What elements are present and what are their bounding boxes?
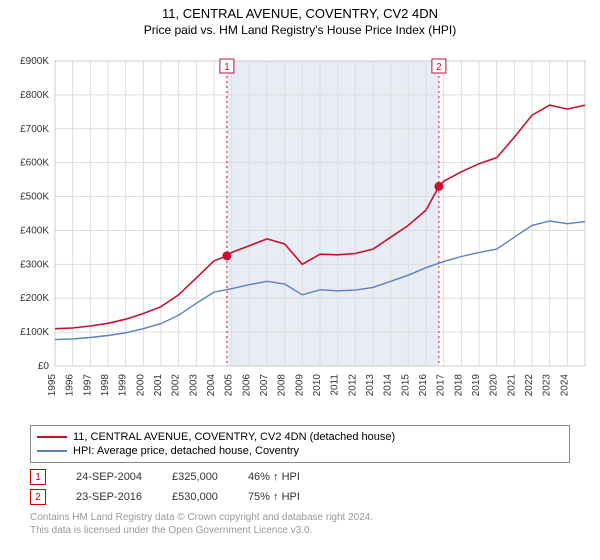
footer-attribution: Contains HM Land Registry data © Crown c… — [30, 511, 570, 537]
svg-text:2024: 2024 — [559, 374, 570, 397]
marker-badge: 1 — [30, 469, 46, 485]
svg-text:£500K: £500K — [20, 192, 49, 203]
table-row: 1 24-SEP-2004 £325,000 46% ↑ HPI — [30, 467, 570, 487]
svg-text:2020: 2020 — [489, 374, 500, 397]
svg-text:1: 1 — [224, 62, 230, 73]
svg-text:2019: 2019 — [471, 374, 482, 397]
svg-text:£300K: £300K — [20, 259, 49, 270]
svg-text:£200K: £200K — [20, 293, 49, 304]
marker-date: 23-SEP-2016 — [76, 491, 142, 503]
svg-text:£900K: £900K — [20, 56, 49, 67]
svg-text:2008: 2008 — [277, 374, 288, 397]
svg-text:£0: £0 — [38, 361, 50, 372]
svg-text:2: 2 — [436, 62, 442, 73]
chart-plot-area: £0 £100K £200K £300K £400K £500K £600K £700K £80… — [0, 41, 600, 421]
svg-text:1999: 1999 — [118, 374, 129, 397]
chart-container: 11, CENTRAL AVENUE, COVENTRY, CV2 4DN Pr… — [0, 6, 600, 537]
svg-text:2009: 2009 — [294, 374, 305, 397]
legend-label: HPI: Average price, detached house, Cove… — [73, 445, 299, 457]
marker-price: £325,000 — [172, 471, 218, 483]
marker-pct: 75% ↑ HPI — [248, 491, 300, 503]
svg-text:2017: 2017 — [436, 374, 447, 397]
svg-text:2005: 2005 — [224, 374, 235, 397]
svg-text:2014: 2014 — [383, 374, 394, 397]
svg-text:2021: 2021 — [506, 374, 517, 397]
svg-text:£100K: £100K — [20, 327, 49, 338]
svg-text:2012: 2012 — [347, 374, 358, 397]
svg-text:2003: 2003 — [188, 374, 199, 397]
legend-swatch — [37, 450, 67, 452]
svg-text:2018: 2018 — [453, 374, 464, 397]
legend-item: HPI: Average price, detached house, Cove… — [37, 444, 563, 458]
footer-line: This data is licensed under the Open Gov… — [30, 524, 570, 537]
svg-text:2016: 2016 — [418, 374, 429, 397]
legend-item: 11, CENTRAL AVENUE, COVENTRY, CV2 4DN (d… — [37, 430, 563, 444]
chart-title: 11, CENTRAL AVENUE, COVENTRY, CV2 4DN — [0, 6, 600, 21]
svg-text:2001: 2001 — [153, 374, 164, 397]
marker-date: 24-SEP-2004 — [76, 471, 142, 483]
svg-text:2006: 2006 — [241, 374, 252, 397]
svg-text:2002: 2002 — [171, 374, 182, 397]
svg-text:2007: 2007 — [259, 374, 270, 397]
svg-text:2000: 2000 — [135, 374, 146, 397]
svg-text:2013: 2013 — [365, 374, 376, 397]
svg-text:2004: 2004 — [206, 374, 217, 397]
svg-text:1998: 1998 — [100, 374, 111, 397]
svg-text:2011: 2011 — [330, 374, 341, 396]
svg-text:£600K: £600K — [20, 158, 49, 169]
table-row: 2 23-SEP-2016 £530,000 75% ↑ HPI — [30, 487, 570, 507]
svg-text:£400K: £400K — [20, 225, 49, 236]
markers-table: 1 24-SEP-2004 £325,000 46% ↑ HPI 2 23-SE… — [30, 467, 570, 507]
footer-line: Contains HM Land Registry data © Crown c… — [30, 511, 570, 524]
svg-text:1996: 1996 — [65, 374, 76, 397]
svg-text:1997: 1997 — [82, 374, 93, 397]
marker-badge: 2 — [30, 489, 46, 505]
marker-price: £530,000 — [172, 491, 218, 503]
svg-text:£800K: £800K — [20, 90, 49, 101]
marker-pct: 46% ↑ HPI — [248, 471, 300, 483]
legend-label: 11, CENTRAL AVENUE, COVENTRY, CV2 4DN (d… — [73, 431, 395, 443]
legend-swatch — [37, 436, 67, 438]
chart-subtitle: Price paid vs. HM Land Registry's House … — [0, 23, 600, 37]
svg-text:2015: 2015 — [400, 374, 411, 397]
svg-text:£700K: £700K — [20, 124, 49, 135]
svg-text:2023: 2023 — [542, 374, 553, 397]
legend-box: 11, CENTRAL AVENUE, COVENTRY, CV2 4DN (d… — [30, 425, 570, 463]
svg-text:2022: 2022 — [524, 374, 535, 397]
svg-text:1995: 1995 — [47, 374, 58, 397]
svg-text:2010: 2010 — [312, 374, 323, 397]
chart-svg: £0 £100K £200K £300K £400K £500K £600K £700K £80… — [0, 41, 600, 421]
